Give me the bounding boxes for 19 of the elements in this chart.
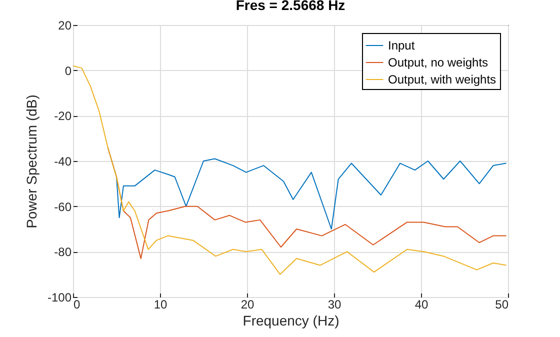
- x-tick-label: 10: [154, 298, 168, 312]
- x-tick-label: 30: [328, 298, 342, 312]
- x-tick-label: 20: [240, 298, 254, 312]
- x-tick-label: 0: [74, 298, 80, 312]
- y-axis-title: Power Spectrum (dB): [23, 94, 40, 228]
- legend-label: Output, no weights: [388, 56, 488, 70]
- y-tick-label: 20: [58, 18, 72, 32]
- x-axis-title: Frequency (Hz): [242, 312, 340, 328]
- y-tick-label: -80: [54, 245, 72, 260]
- chart-title: Fres = 2.5668 Hz: [236, 0, 346, 13]
- x-tick-label: 40: [414, 298, 428, 312]
- legend-label: Output, with weights: [388, 72, 496, 86]
- y-tick-label: -60: [54, 200, 72, 214]
- y-tick-label: -100: [47, 290, 72, 304]
- y-tick-label: -40: [54, 154, 72, 168]
- x-tick-label: 50: [495, 298, 509, 312]
- y-tick-label: -20: [54, 109, 72, 124]
- legend-label: Input: [388, 38, 416, 52]
- y-tick-label: 0: [64, 64, 72, 78]
